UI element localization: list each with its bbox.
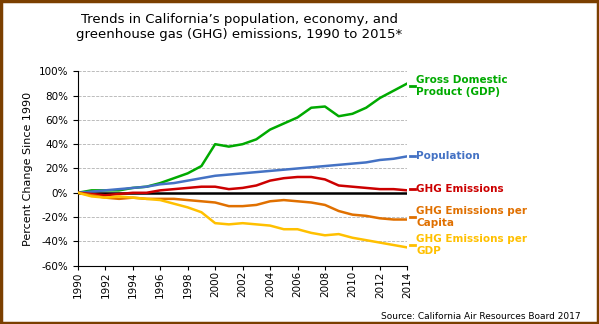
Y-axis label: Percent Change Since 1990: Percent Change Since 1990 bbox=[23, 91, 33, 246]
Text: Trends in California’s population, economy, and
greenhouse gas (GHG) emissions, : Trends in California’s population, econo… bbox=[77, 13, 403, 41]
Text: Source: California Air Resources Board 2017: Source: California Air Resources Board 2… bbox=[382, 312, 581, 321]
Text: GHG Emissions: GHG Emissions bbox=[416, 184, 504, 194]
Text: GHG Emissions per
GDP: GHG Emissions per GDP bbox=[416, 234, 527, 256]
Text: Population: Population bbox=[416, 151, 480, 161]
Text: GHG Emissions per
Capita: GHG Emissions per Capita bbox=[416, 206, 527, 228]
Text: Gross Domestic
Product (GDP): Gross Domestic Product (GDP) bbox=[416, 75, 508, 97]
